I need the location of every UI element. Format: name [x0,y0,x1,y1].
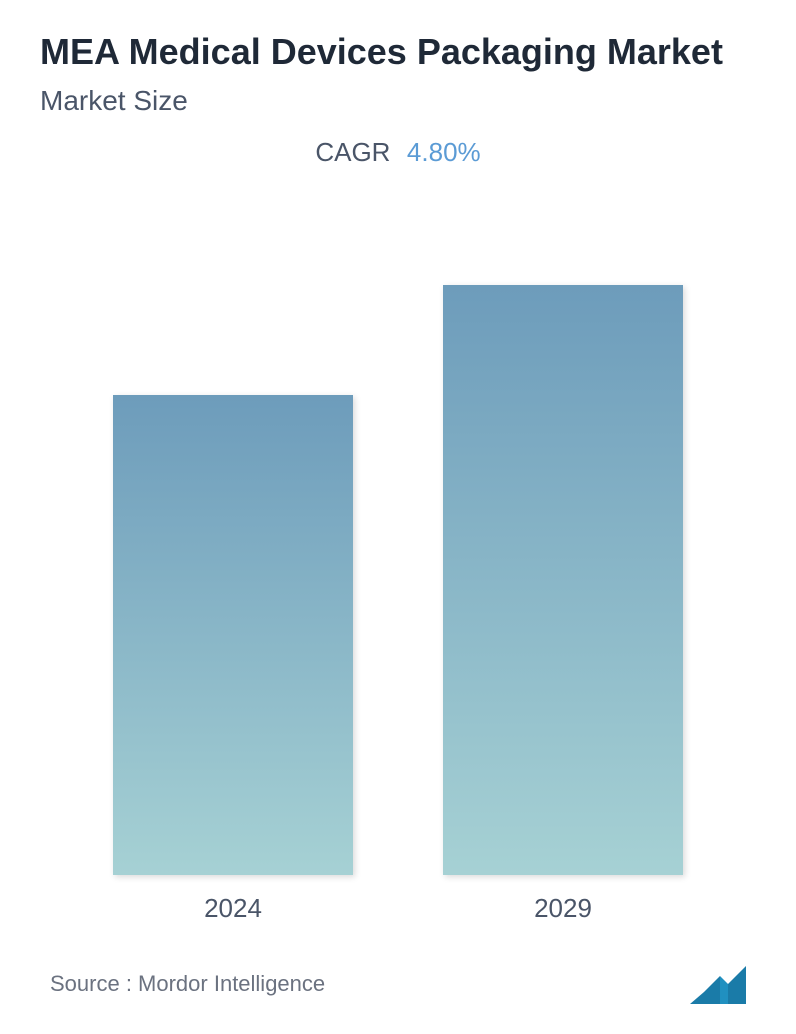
bar-group: 2024 [113,395,353,924]
bar-2029 [443,285,683,875]
cagr-row: CAGR 4.80% [40,137,756,168]
chart-subtitle: Market Size [40,85,756,117]
bar-group: 2029 [443,285,683,924]
brand-logo [690,964,746,1004]
chart-area: 2024 2029 [40,198,756,924]
cagr-label: CAGR [315,137,390,167]
bar-label: 2024 [204,893,262,924]
chart-title: MEA Medical Devices Packaging Market [40,30,756,73]
bar-2024 [113,395,353,875]
footer: Source : Mordor Intelligence [40,964,756,1004]
bar-label: 2029 [534,893,592,924]
source-text: Source : Mordor Intelligence [50,971,325,997]
cagr-value: 4.80% [407,137,481,167]
